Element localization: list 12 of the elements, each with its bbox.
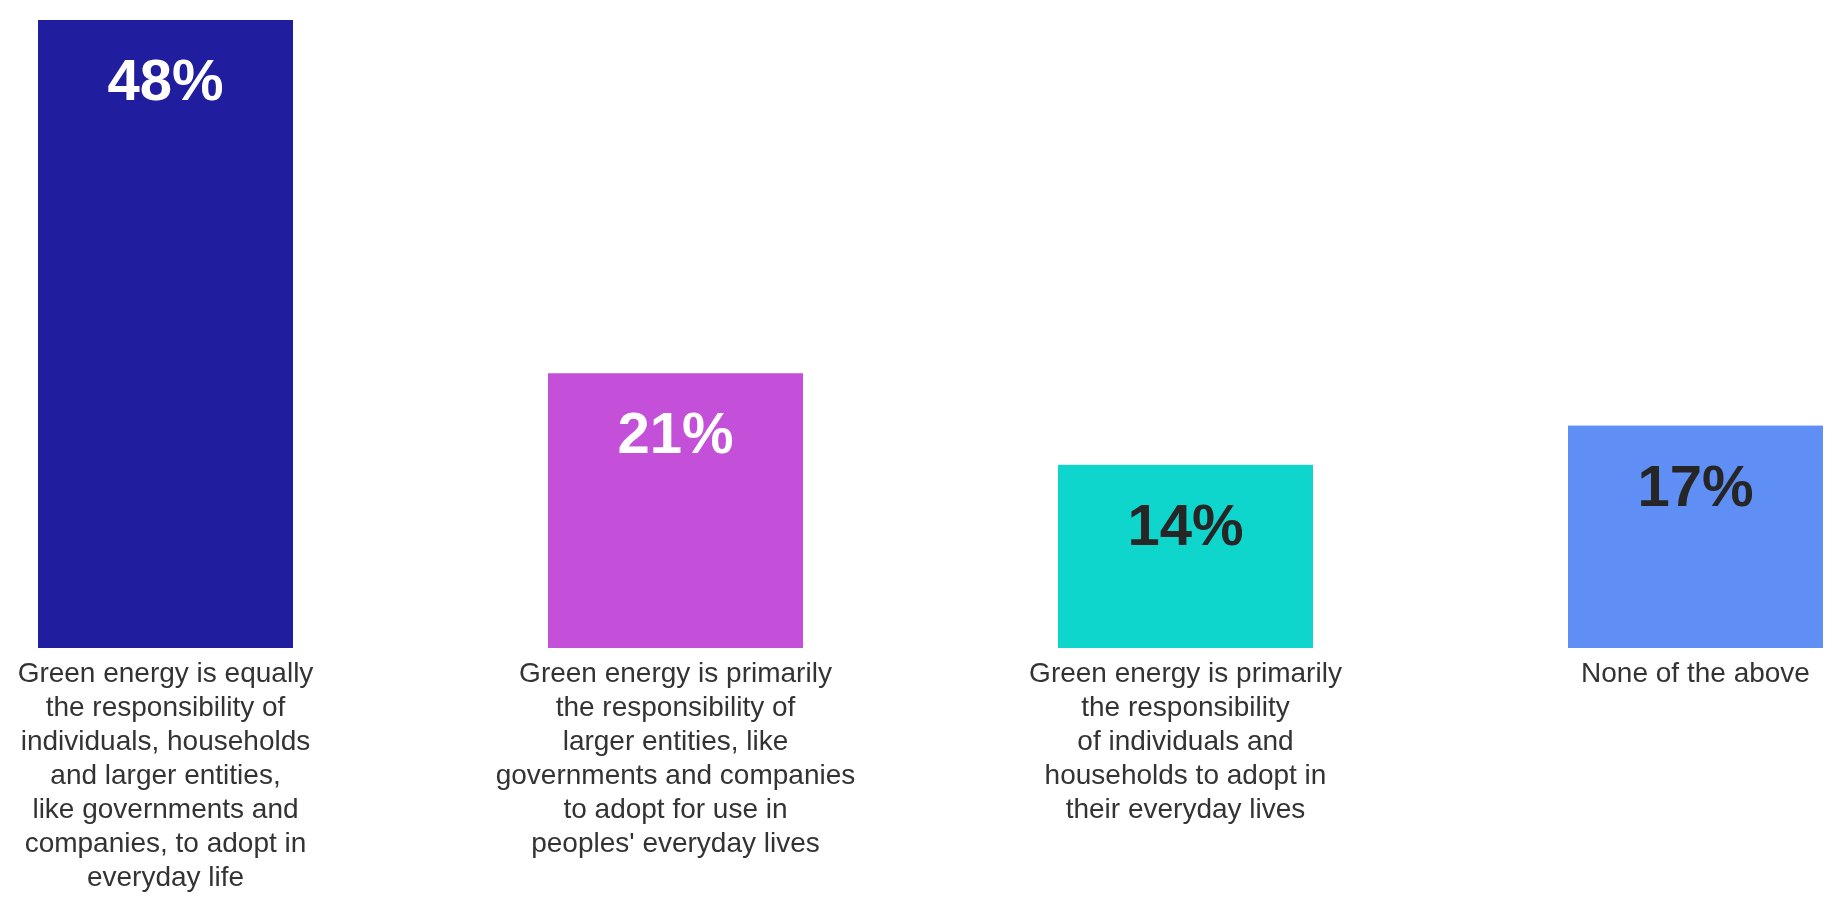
data-label: 17%: [1637, 452, 1754, 518]
data-label: 14%: [1127, 491, 1244, 557]
data-label: 21%: [617, 400, 734, 466]
data-label: 48%: [107, 47, 224, 112]
x-tick-label: None of the above: [1581, 657, 1810, 688]
bar: [1058, 464, 1313, 648]
x-tick-label: Green energy is primarily the responsibility of individuals and households to adopt in their everyday lives: [1029, 657, 1342, 824]
x-tick-label: Green energy is primarily the responsibility of larger entities, like governments and companies to adopt for use in peoples' everyday lives: [495, 657, 856, 858]
bar: [38, 20, 293, 648]
x-tick-label: Green energy is equally the responsibility of individuals, households and larger entities, like governments and companies, to adopt in everyday life: [17, 657, 314, 892]
bar: [1568, 425, 1823, 648]
bar: [548, 373, 803, 648]
